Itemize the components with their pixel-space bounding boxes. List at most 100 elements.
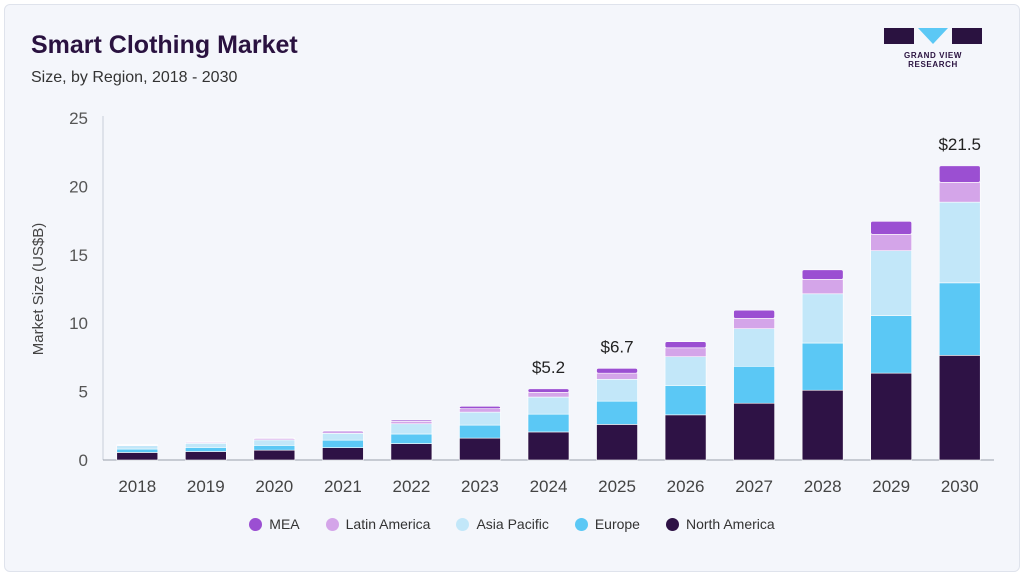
bar-segment [322,430,364,432]
x-tick-label: 2020 [255,477,293,496]
y-tick-label: 10 [69,314,88,333]
bar-segment [459,424,501,439]
x-tick-label: 2025 [598,477,636,496]
y-tick-label: 25 [69,109,88,128]
y-tick-label: 15 [69,246,88,265]
bar-segment [664,341,707,349]
bar-segment [938,201,981,284]
bar-segment [116,448,159,453]
bar-segment [459,437,501,461]
bar-segment [733,365,775,404]
legend-label: North America [685,516,775,532]
x-tick-label: 2030 [941,477,979,496]
bar-segment [596,368,638,374]
bar-segment [185,441,227,443]
bar-segment [390,419,433,422]
legend-swatch [665,517,679,531]
bar-segment [733,328,775,367]
legend-swatch [325,517,339,531]
bar-segment [253,445,296,451]
x-tick-label: 2019 [187,477,225,496]
legend-swatch [574,517,588,531]
bar-segment [938,181,981,203]
bar-segment [596,378,638,402]
legend-label: Asia Pacific [476,516,549,532]
x-tick-label: 2022 [393,477,431,496]
bar-segment [527,396,570,415]
x-tick-label: 2028 [804,477,842,496]
chart-legend: MEA Latin America Asia Pacific Europe North … [0,516,1024,532]
legend-item: Europe [574,516,640,532]
y-tick-label: 5 [79,383,88,402]
bar-segment [527,413,570,433]
bar-segment [664,414,707,461]
bar-segment [664,385,707,416]
x-tick-label: 2018 [118,477,156,496]
bar-segment [801,293,844,344]
legend-item: Latin America [325,516,431,532]
bar-segment [253,437,296,439]
bar-segment [664,356,707,386]
bar-segment [390,421,433,425]
bar-segment [390,443,433,461]
bar-segment [801,279,844,295]
bar-segment [322,447,364,461]
bar-total-label: $6.7 [600,337,633,356]
legend-item: Asia Pacific [456,516,549,532]
bar-total-label: $21.5 [938,135,981,154]
bar-segment [527,388,570,393]
bar-segment [664,347,707,358]
bar-segment [870,233,912,251]
grand-view-research-logo-icon [884,28,982,44]
bar-segment [253,449,296,461]
bar-segment [116,452,159,461]
bar-segment [596,400,638,425]
y-axis-label: Market Size (US$B) [30,223,47,356]
y-tick-label: 20 [69,177,88,196]
bar-segment [938,165,981,183]
bar-segment [527,391,570,398]
legend-item: MEA [249,516,300,532]
x-tick-label: 2023 [461,477,499,496]
x-tick-label: 2024 [530,477,568,496]
bar-segment [116,445,159,450]
bar-segment [185,443,227,448]
bar-segment [185,447,227,452]
legend-label: Europe [594,516,640,532]
bar-segment [733,309,775,319]
bar-segment [870,372,912,461]
bar-segment [596,372,638,380]
bar-segment [459,411,501,426]
bar-segment [459,406,501,409]
bar-segment [459,408,501,413]
bar-segment [938,282,981,356]
bar-segment [390,433,433,444]
bar-segment [322,439,364,448]
x-tick-label: 2021 [324,477,362,496]
legend-label: MEA [269,516,300,532]
legend-label: Latin America [345,516,431,532]
bar-segment [116,444,159,446]
bar-segment [801,269,844,280]
bar-segment [253,439,296,446]
bar-segment [733,402,775,461]
y-tick-label: 0 [79,451,88,470]
bar-segment [938,355,981,461]
legend-item: North America [665,516,775,532]
bar-total-label: $5.2 [532,358,565,377]
legend-swatch [249,517,263,531]
bar-segment [527,431,570,461]
bar-segment [733,318,775,329]
x-tick-label: 2027 [735,477,773,496]
bar-segment [322,433,364,441]
bar-segment [185,451,227,461]
bar-segment [870,220,912,235]
bar-segment [801,389,844,461]
legend-swatch [456,517,470,531]
x-tick-label: 2029 [872,477,910,496]
bar-segment [390,423,433,435]
bar-segment [801,342,844,391]
bar-segment [870,315,912,374]
chart-title: Smart Clothing Market [31,31,298,59]
